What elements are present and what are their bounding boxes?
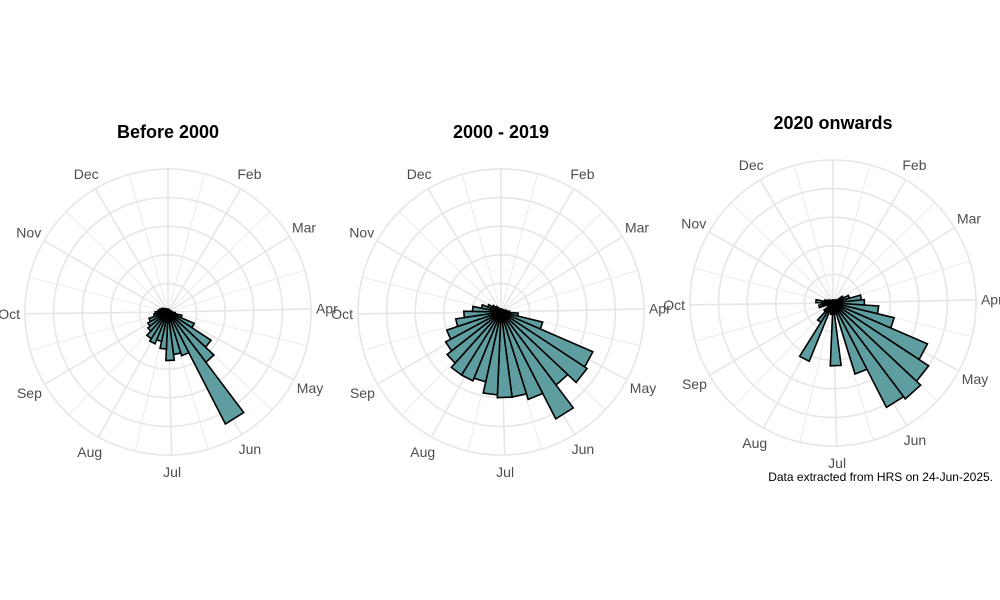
- month-label-feb: Feb: [570, 166, 594, 182]
- month-label-jul: Jul: [496, 464, 514, 480]
- grid-spoke: [167, 211, 271, 313]
- grid-spoke: [500, 269, 638, 313]
- grid-spoke: [461, 174, 502, 313]
- month-label-feb: Feb: [237, 166, 261, 182]
- bars: [444, 303, 594, 421]
- grid-spoke: [167, 308, 311, 313]
- grid-spoke: [30, 311, 169, 351]
- month-label-mar: Mar: [292, 220, 316, 236]
- month-label-oct: Oct: [0, 306, 20, 322]
- grid-spoke: [44, 311, 169, 385]
- grid-spoke: [167, 188, 242, 313]
- grid-spoke: [167, 235, 290, 313]
- grid-spoke: [65, 211, 169, 313]
- month-label-may: May: [962, 371, 988, 387]
- grid-spoke: [427, 188, 502, 313]
- grid-spoke: [832, 226, 955, 304]
- grid-spoke: [94, 188, 169, 313]
- month-label-may: May: [297, 380, 323, 396]
- month-label-aug: Aug: [742, 435, 767, 451]
- polar-chart-2: 2000 - 2019 Feb Mar Apr May Jun Jul Aug Sep Oct No…: [331, 122, 671, 480]
- month-label-aug: Aug: [77, 444, 102, 460]
- month-label-dec: Dec: [407, 166, 432, 182]
- month-label-may: May: [630, 380, 656, 396]
- bar-jun-05: [832, 302, 869, 376]
- polar-chart-3: 2020 onwards Feb Mar Apr May Jun Jul Aug Sep Oct N…: [663, 113, 1000, 471]
- month-label-dec: Dec: [74, 166, 99, 182]
- grid-spoke: [500, 211, 604, 313]
- grid-spoke: [398, 211, 502, 313]
- grid-spoke: [832, 164, 870, 304]
- grid-spoke: [759, 179, 834, 304]
- month-label-nov: Nov: [16, 224, 41, 240]
- grid-spoke: [695, 302, 834, 342]
- month-label-jun: Jun: [572, 441, 595, 457]
- grid-spoke: [733, 302, 834, 407]
- month-label-feb: Feb: [902, 157, 926, 173]
- grid-spoke: [167, 173, 205, 313]
- month-label-dec: Dec: [739, 157, 764, 173]
- grid-spoke: [376, 240, 502, 313]
- grid-spoke: [690, 302, 834, 306]
- month-label-apr: Apr: [981, 292, 1000, 308]
- grid-spoke: [730, 202, 834, 304]
- bar-jun-25: [829, 302, 843, 367]
- bar-may-26: [167, 311, 245, 426]
- month-label-nov: Nov: [349, 224, 374, 240]
- bars: [798, 294, 930, 409]
- grid-spoke: [694, 267, 834, 304]
- grid-spoke: [500, 308, 644, 313]
- bars: [145, 307, 245, 426]
- month-label-jul: Jul: [163, 464, 181, 480]
- data-source-caption: Data extracted from HRS on 24-Jun-2025.: [768, 470, 993, 484]
- grid-spoke: [500, 188, 575, 313]
- grid-spoke: [128, 174, 169, 313]
- grid-spoke: [500, 235, 623, 313]
- grid-spoke: [832, 179, 907, 304]
- month-label-oct: Oct: [663, 297, 685, 313]
- month-label-nov: Nov: [681, 215, 706, 231]
- month-label-oct: Oct: [331, 306, 353, 322]
- grid-spoke: [167, 311, 308, 346]
- grid-spoke: [832, 202, 936, 304]
- grid-spoke: [25, 311, 169, 315]
- chart-title: Before 2000: [117, 122, 219, 142]
- month-label-aug: Aug: [410, 444, 435, 460]
- grid-spoke: [29, 276, 169, 313]
- grid-spoke: [793, 165, 834, 304]
- month-label-mar: Mar: [625, 220, 649, 236]
- month-label-jun: Jun: [239, 441, 262, 457]
- grid-spoke: [709, 302, 834, 376]
- grid-spoke: [167, 269, 305, 313]
- month-label-sep: Sep: [17, 385, 42, 401]
- grid-spoke: [799, 302, 834, 443]
- grid-spoke: [500, 173, 538, 313]
- grid-spoke: [708, 231, 834, 304]
- month-label-sep: Sep: [350, 385, 375, 401]
- month-label-jun: Jun: [904, 432, 927, 448]
- month-label-apr: Apr: [649, 301, 671, 317]
- month-label-apr: Apr: [316, 301, 338, 317]
- bar-dec-12: [830, 299, 834, 304]
- month-label-mar: Mar: [957, 211, 981, 227]
- chart-title: 2020 onwards: [773, 113, 892, 133]
- bar-dec-12: [165, 308, 169, 313]
- month-label-jul: Jul: [828, 455, 846, 471]
- bar-dec-12: [498, 308, 502, 313]
- month-label-sep: Sep: [682, 376, 707, 392]
- chart-title: 2000 - 2019: [453, 122, 549, 142]
- grid-spoke: [43, 240, 169, 313]
- grid-spoke: [362, 276, 502, 313]
- polar-chart-1: Before 2000 Feb Mar Apr May Jun Jul Aug Sep Oct No…: [0, 122, 338, 480]
